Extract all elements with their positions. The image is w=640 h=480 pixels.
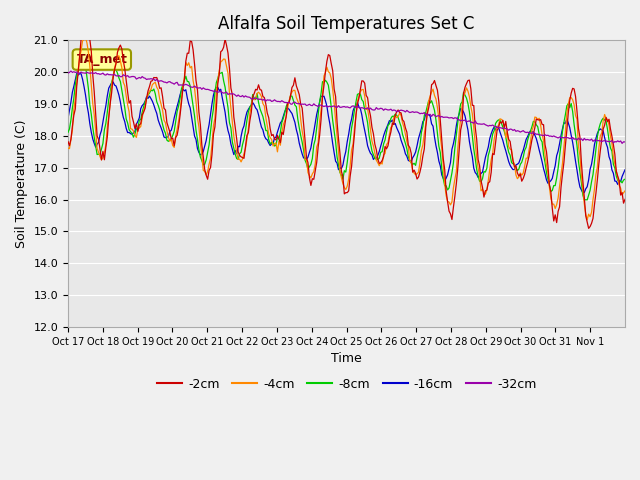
-2cm [84, 25, 92, 31]
-4cm [84, 49, 92, 55]
-8cm [352, 99, 360, 105]
Line: -32cm: -32cm [68, 71, 625, 144]
-8cm [621, 176, 629, 182]
-32cm [64, 70, 72, 76]
-16cm [64, 115, 72, 121]
-16cm [352, 104, 360, 109]
-32cm [621, 139, 629, 145]
-4cm [620, 190, 627, 196]
-16cm [579, 190, 587, 196]
Text: TA_met: TA_met [76, 53, 127, 66]
-2cm [80, 21, 88, 27]
-8cm [620, 177, 627, 183]
-32cm [620, 139, 627, 144]
-2cm [352, 112, 360, 118]
-16cm [620, 170, 627, 176]
-16cm [73, 71, 81, 76]
Title: Alfalfa Soil Temperatures Set C: Alfalfa Soil Temperatures Set C [218, 15, 475, 33]
-4cm [545, 184, 553, 190]
-2cm [102, 144, 109, 150]
-4cm [352, 113, 360, 119]
Y-axis label: Soil Temperature (C): Soil Temperature (C) [15, 120, 28, 248]
-4cm [583, 217, 591, 223]
-32cm [352, 105, 360, 110]
-4cm [621, 188, 629, 194]
-8cm [64, 130, 72, 135]
-16cm [621, 167, 629, 173]
-2cm [585, 226, 593, 231]
-16cm [545, 179, 553, 185]
-8cm [545, 181, 553, 187]
Line: -4cm: -4cm [68, 37, 625, 220]
-16cm [463, 120, 470, 126]
Line: -2cm: -2cm [68, 24, 625, 228]
-8cm [463, 95, 470, 101]
-4cm [64, 145, 72, 151]
-4cm [102, 142, 109, 147]
-32cm [618, 141, 626, 146]
-2cm [620, 200, 627, 206]
-32cm [84, 70, 92, 76]
-8cm [77, 55, 85, 61]
-8cm [580, 197, 588, 203]
-8cm [84, 85, 92, 91]
Legend: -2cm, -4cm, -8cm, -16cm, -32cm: -2cm, -4cm, -8cm, -16cm, -32cm [152, 372, 541, 396]
-4cm [82, 35, 90, 40]
-2cm [621, 196, 629, 202]
-32cm [67, 68, 75, 74]
-32cm [545, 133, 553, 139]
-8cm [102, 120, 109, 126]
-2cm [64, 139, 72, 144]
-32cm [102, 72, 109, 78]
-2cm [545, 182, 553, 188]
-32cm [463, 119, 470, 125]
-16cm [102, 103, 109, 109]
Line: -16cm: -16cm [68, 73, 625, 193]
-4cm [463, 85, 470, 91]
Line: -8cm: -8cm [68, 58, 625, 200]
-16cm [84, 110, 92, 116]
-2cm [463, 81, 470, 86]
X-axis label: Time: Time [331, 352, 362, 365]
